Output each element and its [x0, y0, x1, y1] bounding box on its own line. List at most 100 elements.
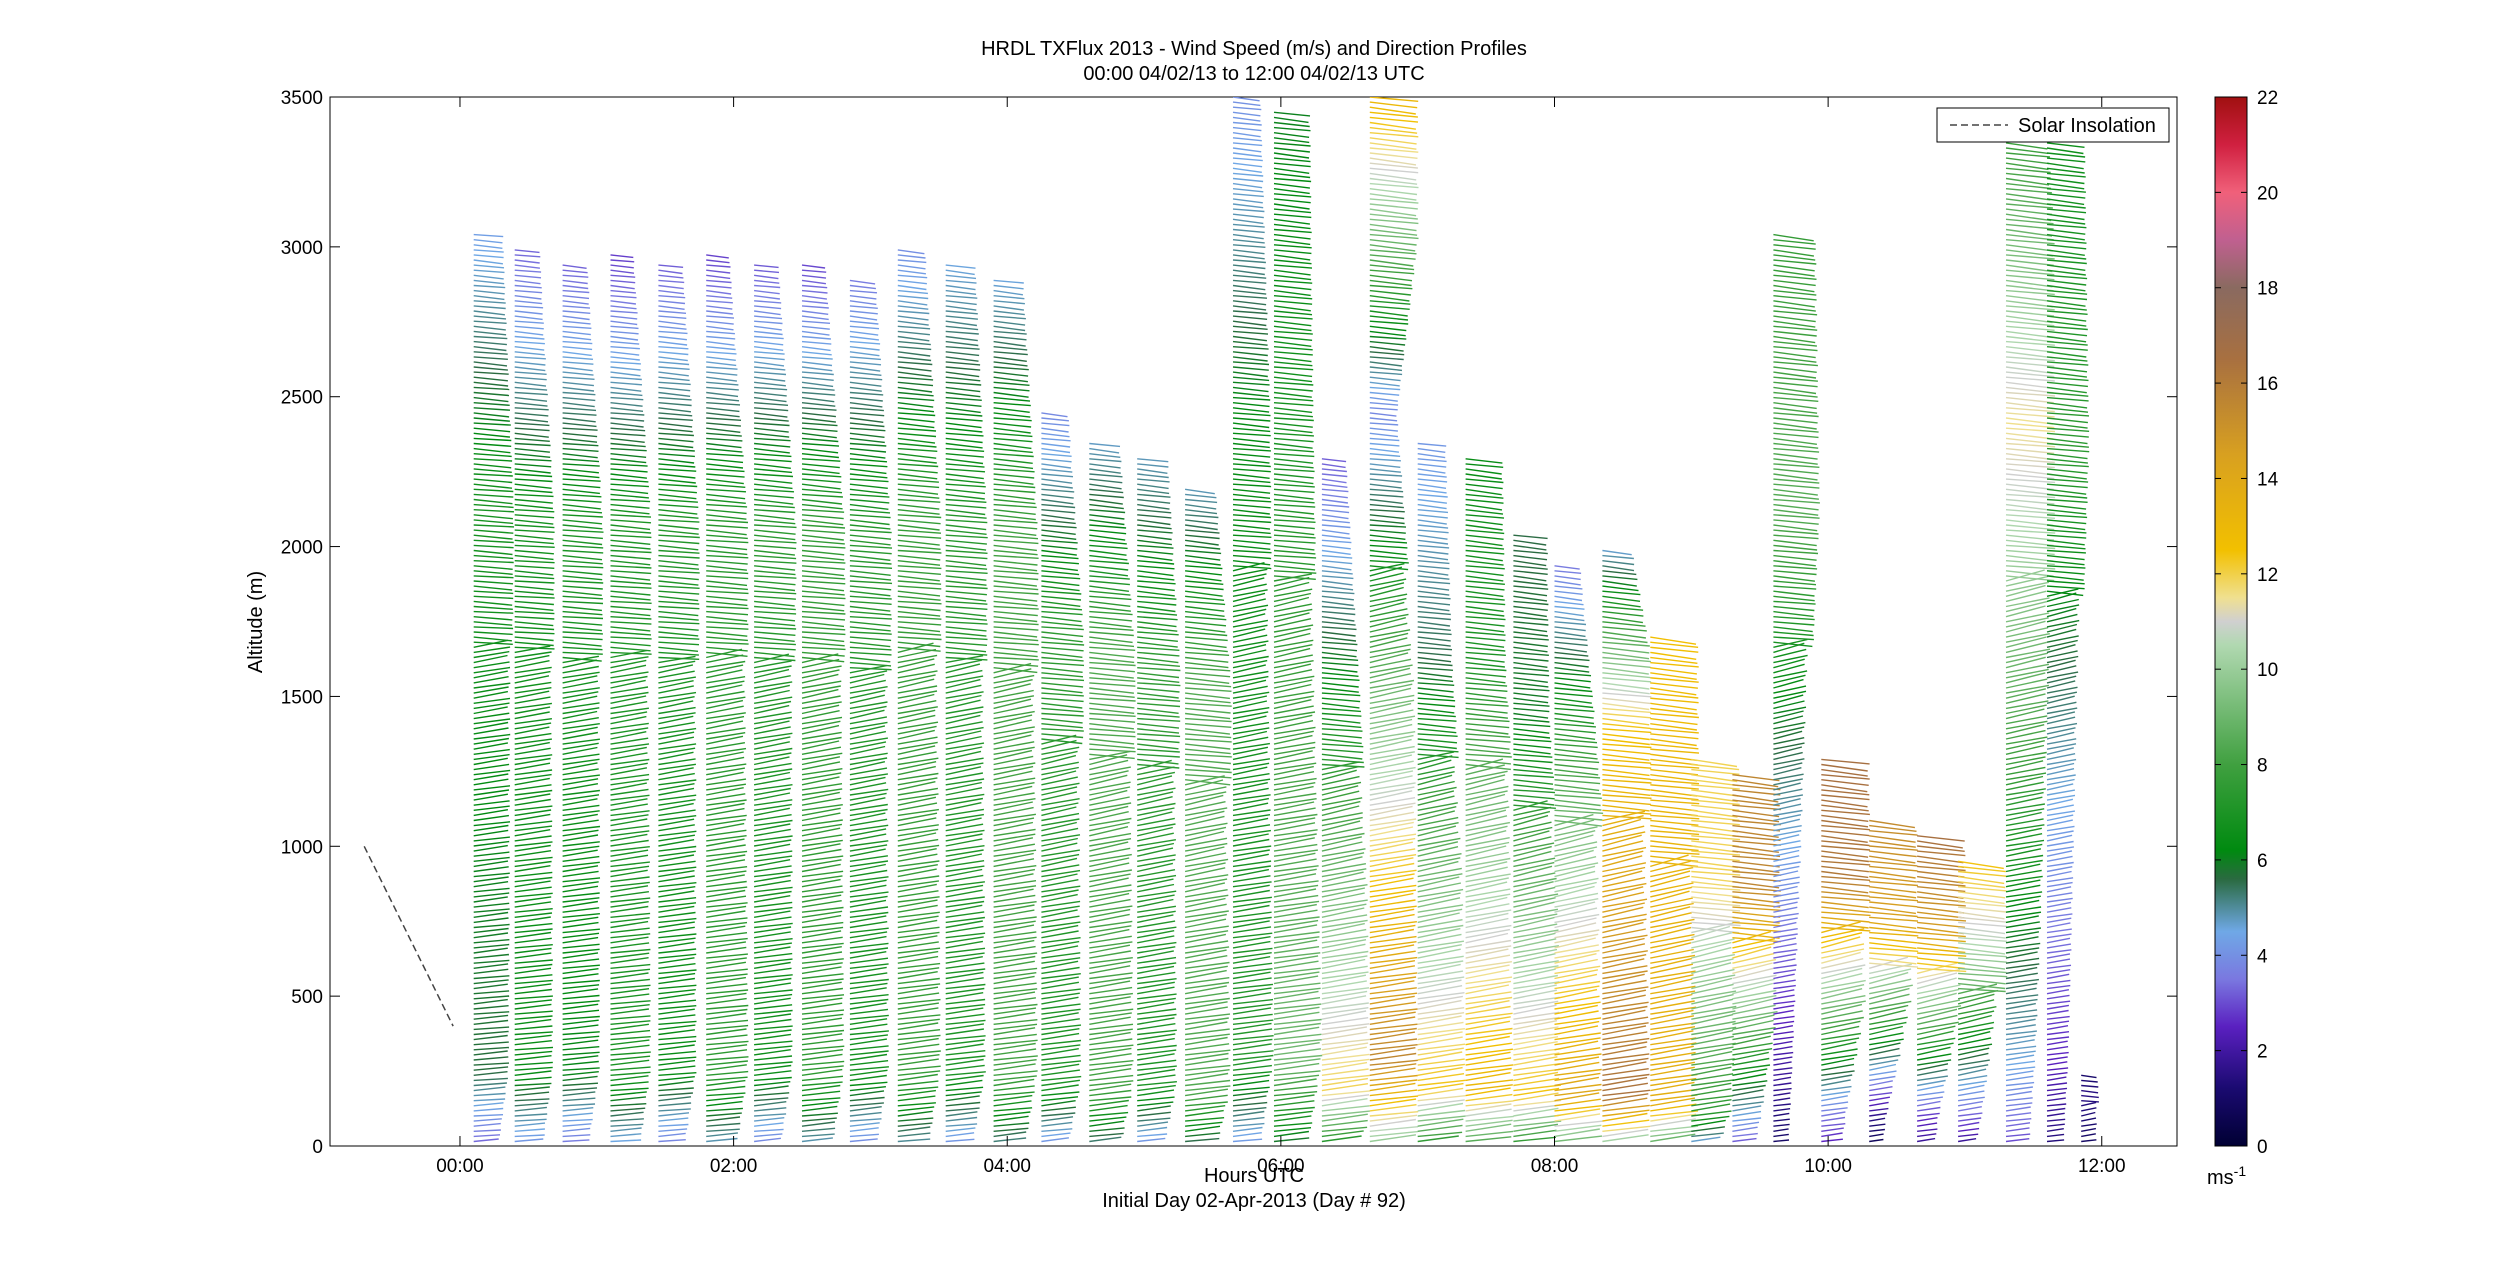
wind-barb: [801, 544, 846, 549]
wind-barb: [1089, 770, 1129, 781]
wind-barb: [1513, 1129, 1557, 1138]
wind-barb: [1602, 928, 1646, 939]
wind-barb: [1513, 738, 1552, 743]
wind-barb: [1513, 908, 1559, 918]
wind-barb: [1513, 575, 1547, 582]
wind-barb: [1417, 1118, 1464, 1127]
wind-barb: [610, 503, 650, 509]
wind-barb: [1821, 972, 1863, 985]
wind-barb: [1137, 971, 1176, 980]
wind-barb: [945, 904, 983, 913]
wind-barb: [1273, 432, 1314, 437]
wind-barb: [1089, 651, 1135, 658]
wind-barb: [1513, 923, 1558, 934]
wind-barb: [658, 315, 687, 319]
wind-barb: [2046, 922, 2071, 929]
wind-barb: [1369, 371, 1403, 376]
wind-barb: [562, 422, 597, 428]
wind-barb: [2005, 239, 2055, 245]
wind-barb: [1773, 906, 1798, 913]
wind-barb: [1513, 1048, 1561, 1056]
wind-barb: [1691, 1010, 1736, 1020]
wind-barb: [1417, 580, 1451, 585]
wind-barb: [1041, 534, 1077, 540]
wind-barb: [1369, 376, 1401, 382]
wind-barb: [1821, 951, 1861, 964]
wind-barb: [897, 678, 935, 689]
wind-barb: [1273, 801, 1315, 811]
wind-barb: [514, 1018, 552, 1025]
wind-barb: [610, 453, 647, 458]
wind-barb: [562, 723, 600, 730]
wind-barb: [801, 680, 842, 689]
wind-barb: [801, 875, 843, 883]
wind-barb: [1691, 921, 1741, 927]
wind-barb: [1232, 560, 1271, 566]
wind-barb: [658, 941, 695, 949]
wind-barb: [1513, 600, 1549, 606]
wind-barb: [1369, 325, 1407, 332]
wind-barb: [1513, 687, 1550, 692]
wind-barb: [562, 274, 589, 278]
wind-barb: [1137, 993, 1177, 1000]
wind-barb: [1821, 1090, 1851, 1097]
wind-barb: [1273, 833, 1317, 842]
wind-barb: [801, 656, 845, 663]
wind-barb: [514, 718, 552, 725]
wind-barb: [1273, 249, 1312, 255]
wind-barb: [514, 959, 553, 964]
wind-barb: [514, 841, 553, 847]
wind-barb: [849, 325, 880, 330]
wind-barb: [1691, 758, 1738, 768]
wind-barb: [1958, 881, 2006, 889]
wind-barb: [1773, 422, 1817, 430]
wind-barb: [1732, 819, 1781, 826]
wind-barb: [897, 437, 936, 444]
wind-barb: [658, 937, 696, 944]
wind-barb: [753, 747, 793, 755]
wind-barb: [706, 636, 748, 642]
wind-barb: [473, 733, 511, 740]
wind-barb: [754, 442, 791, 448]
wind-barb: [754, 952, 793, 959]
wind-barb: [1137, 823, 1176, 832]
wind-barb: [658, 1014, 696, 1020]
wind-barb: [610, 881, 650, 888]
wind-barb: [753, 961, 791, 969]
wind-barb: [1417, 524, 1449, 529]
wind-barb: [2005, 891, 2043, 898]
wind-barb: [473, 274, 504, 280]
wind-barb: [1273, 865, 1319, 873]
wind-barb: [1773, 585, 1817, 590]
wind-barb: [1137, 539, 1172, 546]
wind-barb: [754, 585, 796, 592]
wind-barb: [801, 1053, 843, 1061]
wind-barb: [1691, 938, 1735, 949]
wind-barb: [2046, 1040, 2068, 1046]
wind-barb: [1465, 677, 1506, 684]
wind-barb: [1185, 774, 1232, 779]
wind-barb: [1732, 1126, 1758, 1132]
wind-barb: [706, 889, 746, 898]
wind-barb: [514, 813, 551, 822]
wind-barb: [754, 432, 790, 438]
wind-barb: [1185, 621, 1227, 627]
wind-barb: [1273, 960, 1319, 969]
wind-barb: [801, 1024, 844, 1031]
wind-barb: [1465, 468, 1502, 475]
wind-barb: [1821, 1085, 1852, 1092]
wind-barb: [1369, 1130, 1418, 1138]
wind-barb: [473, 519, 514, 525]
wind-barb: [1650, 882, 1694, 893]
wind-barb: [801, 315, 829, 321]
wind-barb: [1273, 663, 1312, 674]
wind-barb: [849, 295, 877, 300]
wind-barb: [897, 493, 940, 499]
wind-barb: [897, 575, 940, 582]
wind-barb: [1089, 458, 1122, 463]
wind-barb: [706, 442, 742, 449]
wind-barb: [993, 447, 1033, 454]
wind-barb: [1691, 855, 1740, 862]
wind-barb: [610, 993, 650, 1000]
wind-barb: [473, 636, 512, 642]
